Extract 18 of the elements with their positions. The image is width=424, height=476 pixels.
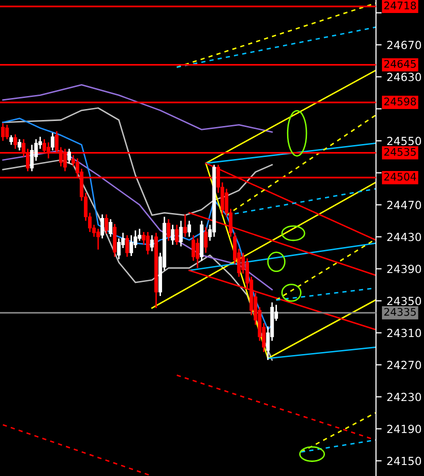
y-tick-label: 24670: [387, 40, 422, 50]
y-tick-label: 24230: [387, 392, 422, 402]
y-tick-label: 24310: [387, 328, 422, 338]
y-tick-label: 24390: [387, 264, 422, 274]
ref-line-label: 24504: [384, 172, 416, 181]
y-tick-label: 24270: [387, 360, 422, 370]
ref-line-label: 24598: [384, 98, 416, 106]
y-tick-label: 24150: [387, 456, 422, 466]
y-tick-label: 24350: [387, 296, 422, 306]
y-tick-label: 24430: [387, 232, 422, 242]
y-tick-label: 24630: [387, 72, 422, 82]
ref-line-label: 24718: [384, 2, 416, 10]
ref-line-label: 24335: [384, 308, 416, 316]
ref-line-label: 24535: [384, 148, 416, 156]
y-tick-label: 24550: [387, 136, 422, 146]
ref-line-label: 24645: [384, 60, 416, 68]
y-tick-label: 24470: [387, 200, 422, 210]
y-tick-label: 24190: [387, 424, 422, 434]
